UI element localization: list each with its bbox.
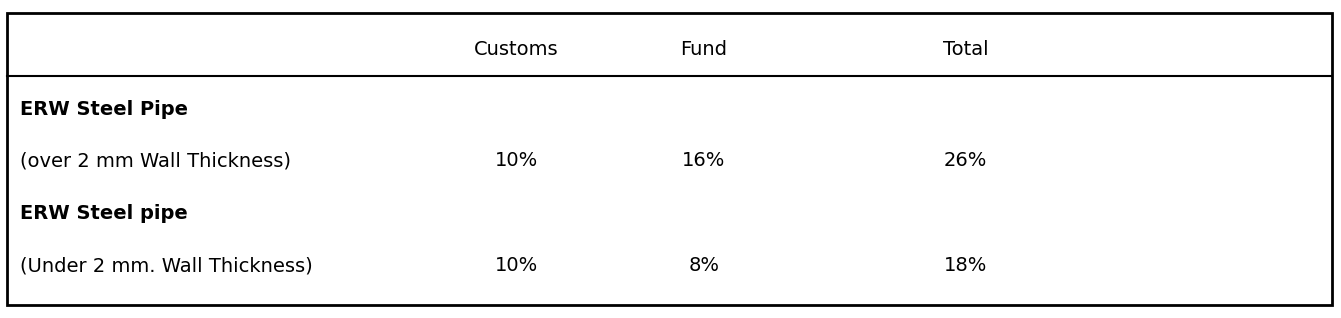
- Text: 8%: 8%: [688, 256, 720, 275]
- Text: 16%: 16%: [683, 151, 725, 170]
- Text: ERW Steel Pipe: ERW Steel Pipe: [20, 100, 188, 119]
- Text: Total: Total: [943, 40, 988, 59]
- Text: Customs: Customs: [473, 40, 559, 59]
- Text: Fund: Fund: [680, 40, 728, 59]
- Text: (over 2 mm Wall Thickness): (over 2 mm Wall Thickness): [20, 151, 291, 170]
- Text: 10%: 10%: [495, 256, 538, 275]
- Text: (Under 2 mm. Wall Thickness): (Under 2 mm. Wall Thickness): [20, 256, 312, 275]
- FancyBboxPatch shape: [7, 13, 1332, 305]
- Text: 26%: 26%: [944, 151, 987, 170]
- Text: ERW Steel pipe: ERW Steel pipe: [20, 204, 188, 223]
- Text: 10%: 10%: [495, 151, 538, 170]
- Text: 18%: 18%: [944, 256, 987, 275]
